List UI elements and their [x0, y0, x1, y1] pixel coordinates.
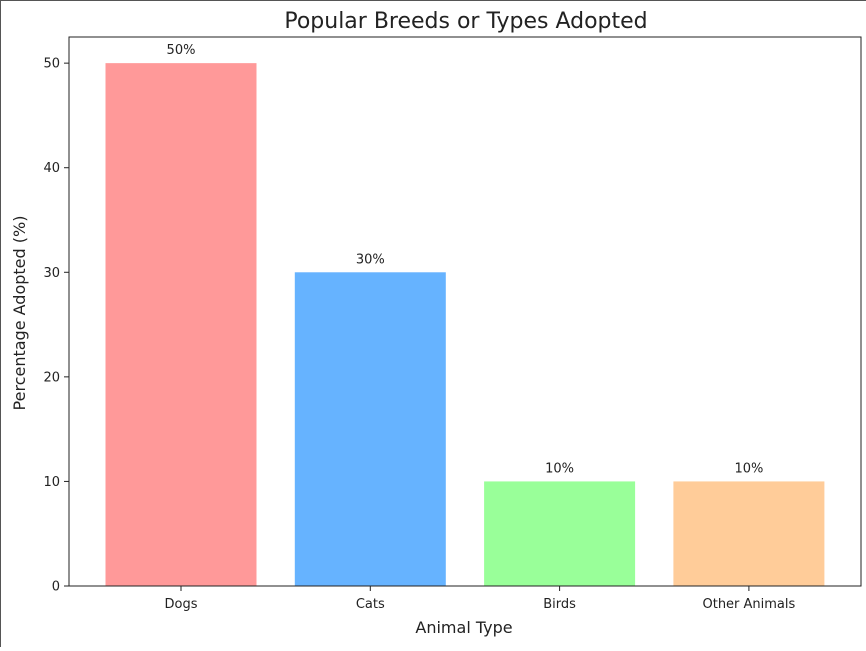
y-axis-label: Percentage Adopted (%) [10, 216, 29, 411]
data-label-birds: 10% [545, 461, 574, 476]
x-axis-label: Animal Type [415, 618, 512, 637]
x-tick-label-other-animals: Other Animals [702, 597, 795, 612]
y-tick-label-30: 30 [43, 266, 60, 281]
bar-birds [484, 481, 636, 586]
bar-dogs [105, 63, 257, 586]
x-axis-ticks: Dogs Cats Birds Other Animals [165, 586, 796, 612]
chart-title: Popular Breeds or Types Adopted [284, 9, 647, 34]
y-tick-label-20: 20 [43, 370, 60, 385]
y-tick-label-0: 0 [52, 580, 60, 595]
x-tick-label-dogs: Dogs [165, 597, 198, 612]
bar-other-animals [673, 481, 825, 586]
x-tick-label-cats: Cats [356, 597, 385, 612]
plot-frame [68, 36, 862, 587]
data-label-cats: 30% [356, 252, 385, 267]
y-tick-label-50: 50 [43, 57, 60, 72]
x-tick-label-birds: Birds [543, 597, 576, 612]
y-tick-label-10: 10 [43, 475, 60, 490]
data-label-dogs: 50% [167, 43, 196, 58]
y-tick-label-40: 40 [43, 161, 60, 176]
y-axis-ticks: 0 10 20 30 40 50 [43, 57, 69, 595]
data-label-other-animals: 10% [734, 461, 763, 476]
bar-cats [294, 272, 446, 586]
plot-area: 50% 30% 10% 10% 0 10 20 30 40 50 Dogs Cats Birds Ot… [43, 36, 862, 612]
data-labels: 50% 30% 10% 10% [167, 43, 764, 476]
bars [105, 63, 825, 586]
